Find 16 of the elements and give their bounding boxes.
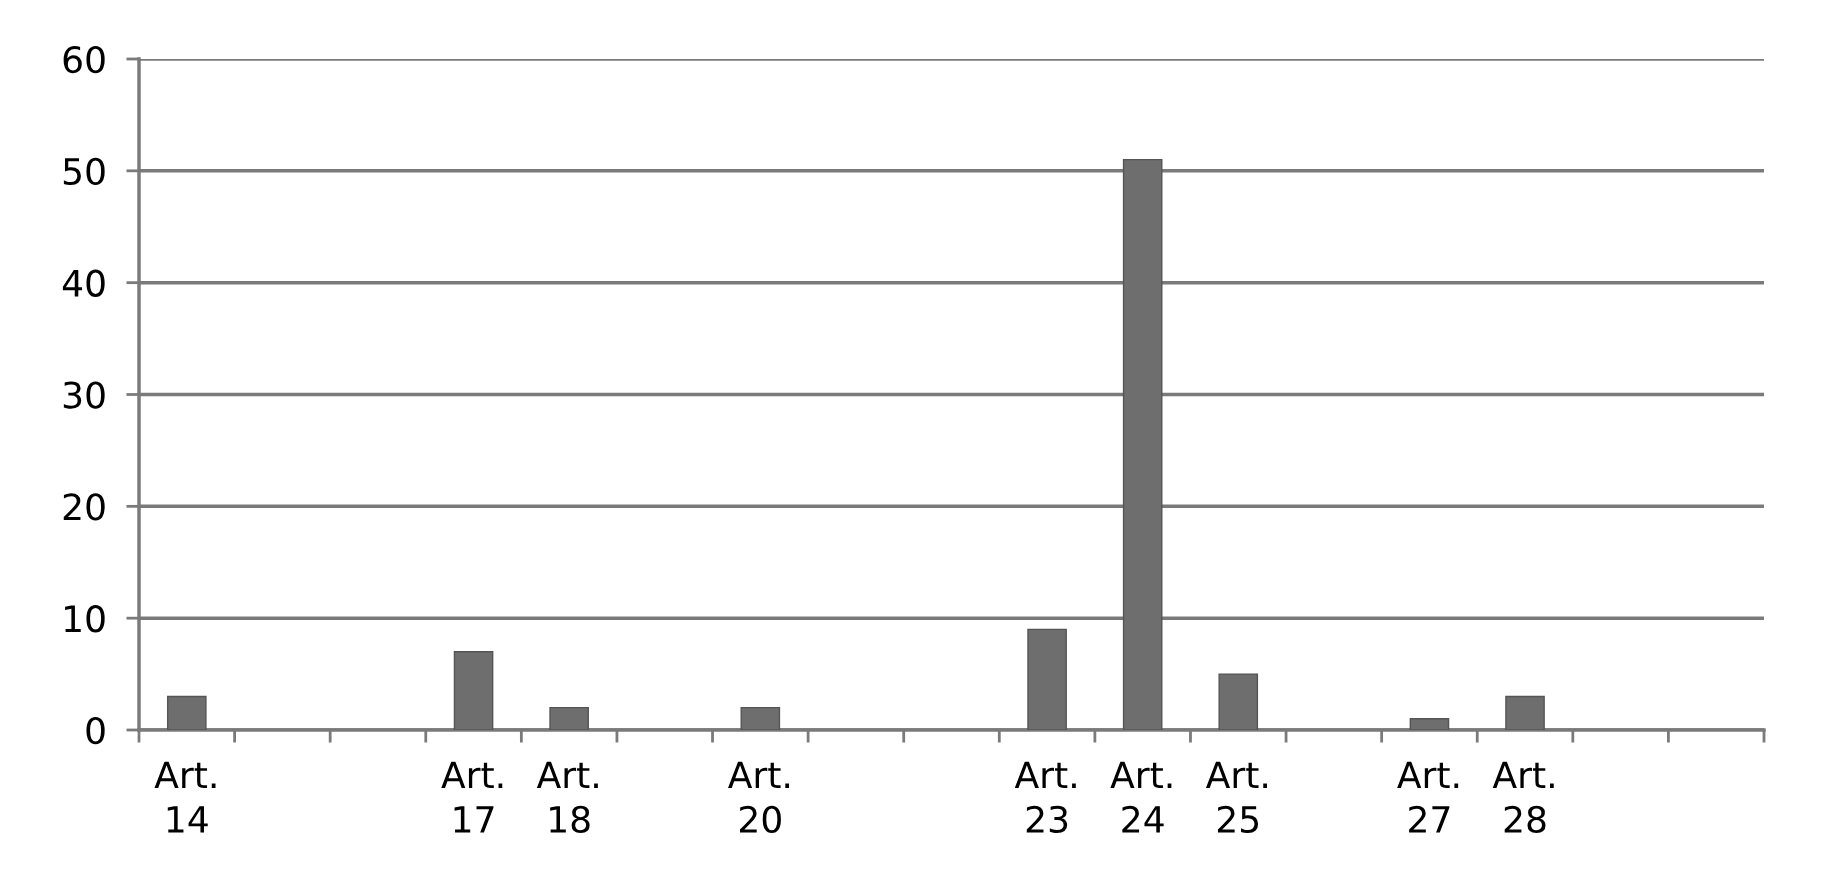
y-tick-label: 40 — [62, 269, 105, 297]
x-tick-label: Art. 17 — [441, 761, 503, 833]
y-tick-label: 10 — [65, 605, 105, 633]
y-tick-label: 50 — [63, 157, 105, 186]
x-tick-label: Art. 24 — [1110, 761, 1172, 833]
x-tick-label: Art. 23 — [1014, 761, 1076, 834]
x-tick-label: Art. 25 — [1205, 761, 1267, 834]
x-tick-label: Art. 18 — [536, 761, 598, 834]
y-tick-label: 60 — [63, 45, 105, 74]
x-tick-label: Art. 20 — [728, 761, 790, 834]
y-tick-label: 20 — [63, 493, 105, 521]
y-tick-label: 0 — [86, 716, 105, 745]
x-tick-label: Art. 27 — [1397, 761, 1459, 833]
x-tick-label: Art. 28 — [1492, 761, 1554, 834]
x-tick-label: Art. 14 — [154, 761, 216, 833]
y-tick-label: 30 — [63, 381, 105, 409]
